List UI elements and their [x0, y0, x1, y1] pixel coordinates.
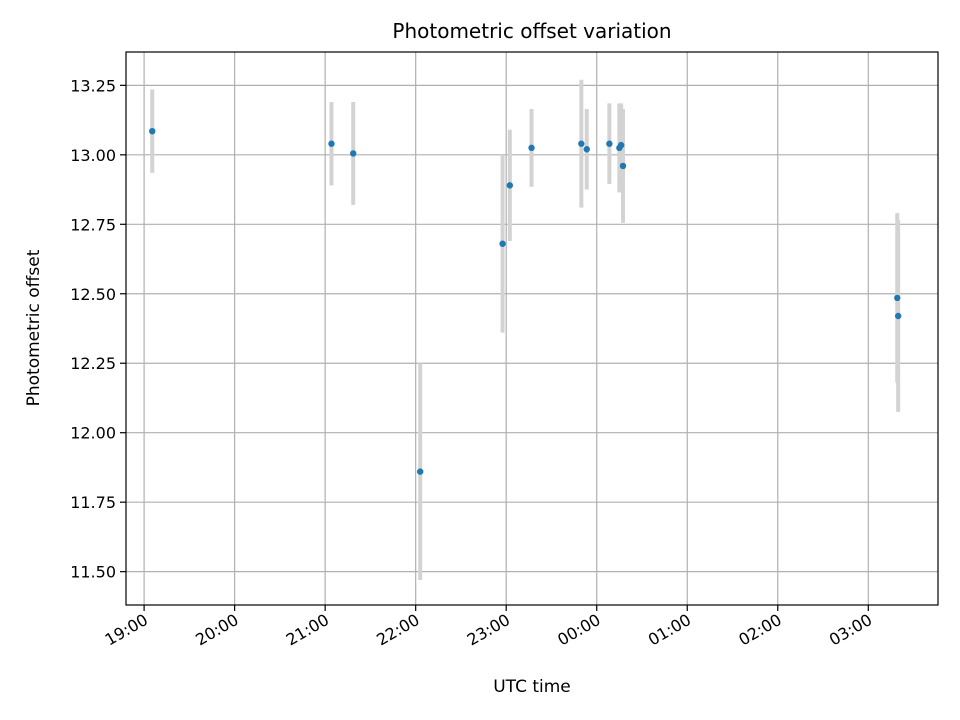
- data-point: [350, 150, 357, 157]
- y-tick-label: 12.75: [70, 215, 116, 234]
- data-point: [894, 312, 902, 320]
- y-tick-label: 13.00: [70, 146, 116, 165]
- data-point: [328, 140, 335, 147]
- data-point: [578, 140, 585, 147]
- data-point: [149, 127, 156, 135]
- data-point: [499, 240, 506, 247]
- plot-frame: [125, 51, 939, 606]
- data-points: [149, 127, 902, 475]
- y-tick-label: 11.75: [70, 493, 116, 512]
- y-tick-label: 12.50: [70, 285, 116, 304]
- y-tick-label: 12.25: [70, 354, 116, 373]
- data-point: [506, 182, 514, 189]
- x-axis-label: UTC time: [493, 677, 571, 697]
- data-point: [417, 468, 424, 475]
- y-tick-label: 12.00: [70, 424, 116, 443]
- y-tick-label: 13.25: [70, 76, 116, 95]
- data-point: [528, 144, 535, 152]
- data-point: [894, 294, 901, 302]
- y-axis-label: Photometric offset: [24, 249, 44, 406]
- data-point: [606, 140, 613, 147]
- data-point: [617, 141, 625, 149]
- y-tick-label: 11.50: [70, 563, 116, 582]
- data-point: [619, 162, 627, 170]
- data-point: [583, 146, 590, 153]
- chart-title: Photometric offset variation: [392, 19, 671, 43]
- y-axis-ticks: 11.50 11.75 12.00 12.25 12.50 12.75 13.00 13.25: [70, 76, 126, 582]
- grid-lines: [126, 52, 938, 605]
